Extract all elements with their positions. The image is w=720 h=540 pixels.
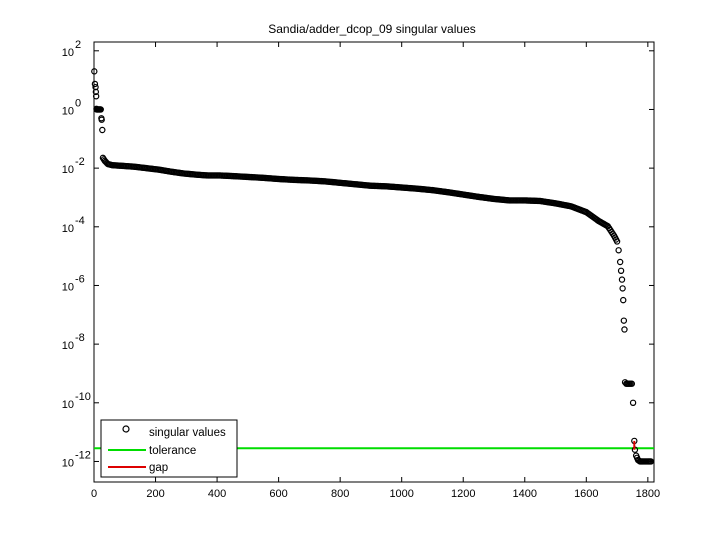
x-tick-label: 200 — [146, 488, 164, 500]
singular-value-point — [91, 68, 98, 75]
y-tick-label-base: 10 — [62, 457, 74, 469]
y-tick-label-exponent: -2 — [75, 156, 85, 168]
x-tick-label: 800 — [331, 488, 349, 500]
singular-value-point — [618, 276, 626, 283]
singular-value-point — [616, 258, 624, 266]
y-tick-label-base: 10 — [62, 105, 74, 117]
x-tick-label: 1000 — [389, 488, 413, 500]
y-tick-label-base: 10 — [62, 340, 74, 352]
singular-value-point — [620, 317, 628, 324]
legend-label-gap: gap — [149, 462, 168, 474]
y-tick-label-exponent: -8 — [75, 332, 85, 344]
singular-value-point — [98, 116, 105, 123]
y-tick-label-base: 10 — [62, 281, 74, 293]
y-tick-label-base: 10 — [62, 47, 74, 59]
x-tick-label: 1200 — [451, 488, 475, 500]
singular-value-point — [615, 247, 622, 254]
singular-value-point — [91, 80, 99, 88]
x-axis: 0 200 400 600 800 1000 1200 1400 1600 1800 — [91, 42, 660, 500]
singular-value-point — [92, 93, 100, 100]
singular-value-point — [620, 296, 627, 304]
chart-title: Sandia/adder_dcop_09 singular values — [268, 22, 476, 36]
y-tick-label-exponent: -6 — [75, 273, 85, 285]
y-tick-label-exponent: 0 — [75, 97, 81, 109]
y-tick-label-base: 10 — [62, 223, 74, 235]
legend-marker-singular-values — [122, 425, 130, 433]
singular-value-point — [621, 326, 628, 333]
singular-value-point — [619, 285, 626, 292]
legend: singular values tolerance gap — [100, 419, 238, 478]
x-tick-label: 1400 — [513, 488, 537, 500]
x-tick-label: 400 — [208, 488, 226, 500]
singular-value-point — [99, 126, 106, 134]
y-tick-label-exponent: -10 — [75, 391, 91, 403]
y-tick-label-base: 10 — [62, 399, 74, 411]
singular-value-point — [647, 458, 655, 465]
singular-value-point — [613, 238, 621, 245]
x-tick-label: 0 — [91, 488, 97, 500]
singular-value-point — [92, 88, 100, 96]
legend-label-tolerance: tolerance — [149, 445, 196, 457]
singular-value-point — [628, 380, 636, 387]
x-tick-label: 600 — [269, 488, 287, 500]
y-tick-label-exponent: -12 — [75, 449, 91, 461]
singular-value-point — [617, 267, 625, 274]
singular-value-point — [97, 106, 104, 113]
x-tick-label: 1800 — [636, 488, 660, 500]
x-tick-label: 1600 — [574, 488, 598, 500]
y-tick-label-exponent: 2 — [75, 39, 81, 51]
y-tick-label-exponent: -4 — [75, 215, 85, 227]
axes-box — [93, 41, 655, 483]
y-tick-label-base: 10 — [62, 164, 74, 176]
legend-label-singular-values: singular values — [149, 427, 226, 439]
singular-value-point — [629, 399, 637, 406]
